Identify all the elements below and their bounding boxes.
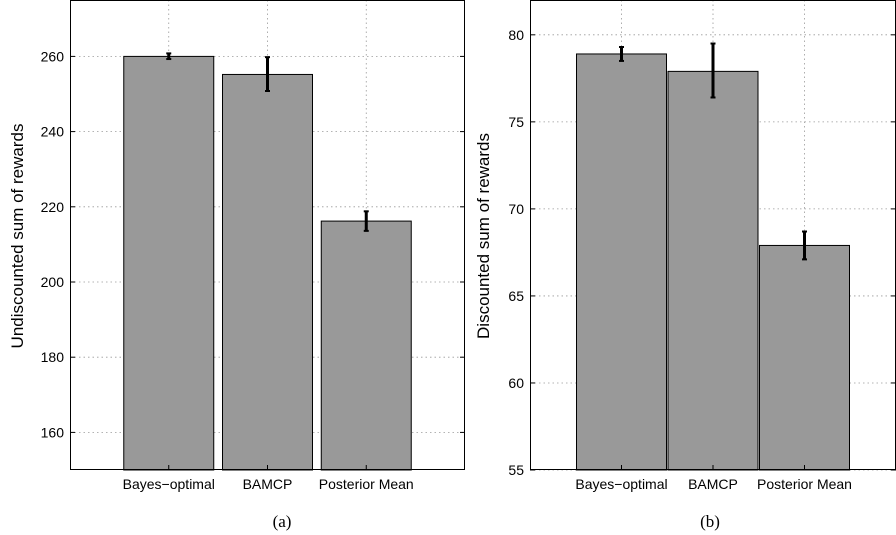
x-tick-label: Bayes−optimal — [575, 476, 667, 492]
x-tick-label: BAMCP — [688, 476, 738, 492]
y-tick-label: 240 — [41, 124, 65, 140]
plot-area-b: 55 60 65 70 75 80 Bayes−optimal BAMCP Posterior … — [508, 0, 896, 492]
y-axis-title-b: Discounted sum of rewards — [474, 133, 493, 339]
y-tick-label: 55 — [508, 462, 524, 478]
y-tick-label: 200 — [41, 274, 65, 290]
x-tick-label: Posterior Mean — [319, 476, 414, 492]
plot-area-a: 160 180 200 220 240 260 Bayes−optimal BAMCP Post… — [41, 0, 465, 492]
bar-a-2 — [320, 220, 412, 471]
y-tick-label: 60 — [508, 375, 524, 391]
y-tick-label: 75 — [508, 114, 524, 130]
y-tick-label: 80 — [508, 27, 524, 43]
x-tick-label: Bayes−optimal — [123, 476, 215, 492]
caption-a: (a) — [273, 512, 292, 531]
y-tick-label: 260 — [41, 48, 65, 64]
chart-panel-b: 55 60 65 70 75 80 Bayes−optimal BAMCP Posterior … — [474, 0, 896, 531]
bar-b-0 — [576, 53, 667, 471]
y-tick-label: 65 — [508, 288, 524, 304]
y-tick-label: 220 — [41, 199, 65, 215]
caption-b: (b) — [700, 512, 720, 531]
x-tick-label: Posterior Mean — [757, 476, 852, 492]
y-tick-label: 180 — [41, 349, 65, 365]
bar-b-2 — [759, 244, 850, 471]
bar-b-1 — [667, 70, 759, 471]
y-tick-label: 70 — [508, 201, 524, 217]
y-tick-label: 160 — [41, 424, 65, 440]
bar-a-0 — [123, 55, 215, 471]
bar-a-1 — [222, 73, 313, 471]
chart-panel-a: 160 180 200 220 240 260 Bayes−optimal BAMCP Post… — [8, 0, 465, 531]
x-tick-label: BAMCP — [243, 476, 293, 492]
y-axis-title-a: Undiscounted sum of rewards — [8, 124, 27, 349]
